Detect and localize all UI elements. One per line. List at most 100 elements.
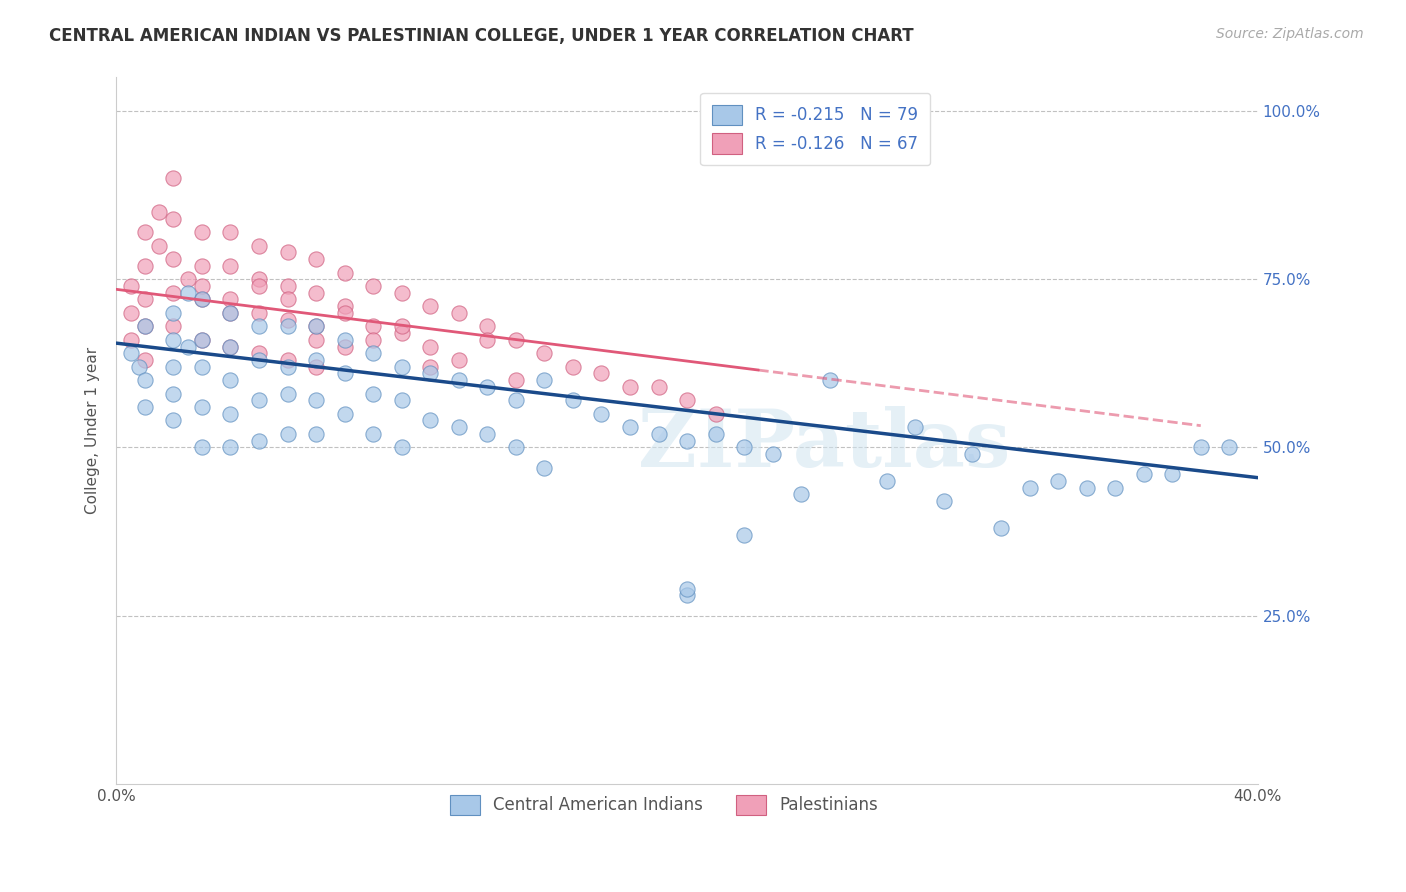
Point xyxy=(162,333,184,347)
Point xyxy=(391,319,413,334)
Point xyxy=(247,393,270,408)
Point xyxy=(120,333,142,347)
Point xyxy=(134,293,156,307)
Point xyxy=(191,333,214,347)
Point xyxy=(533,460,555,475)
Point xyxy=(477,319,499,334)
Point xyxy=(591,407,613,421)
Point xyxy=(120,346,142,360)
Point xyxy=(733,528,755,542)
Point xyxy=(1047,474,1070,488)
Point xyxy=(1218,441,1240,455)
Point xyxy=(505,393,527,408)
Point xyxy=(647,426,669,441)
Point xyxy=(305,353,328,368)
Point xyxy=(162,359,184,374)
Y-axis label: College, Under 1 year: College, Under 1 year xyxy=(86,347,100,514)
Point xyxy=(162,319,184,334)
Point xyxy=(704,407,727,421)
Point xyxy=(1018,481,1040,495)
Point xyxy=(162,413,184,427)
Point xyxy=(676,434,699,448)
Point xyxy=(505,333,527,347)
Point xyxy=(333,333,356,347)
Legend: Central American Indians, Palestinians: Central American Indians, Palestinians xyxy=(440,784,889,825)
Point xyxy=(361,346,384,360)
Point xyxy=(191,359,214,374)
Point xyxy=(191,400,214,414)
Point xyxy=(191,293,214,307)
Point xyxy=(333,266,356,280)
Point xyxy=(176,285,198,300)
Point xyxy=(276,293,298,307)
Point xyxy=(148,205,170,219)
Point xyxy=(762,447,785,461)
Point xyxy=(447,373,470,387)
Point xyxy=(419,359,441,374)
Point xyxy=(162,285,184,300)
Point xyxy=(162,386,184,401)
Point xyxy=(477,426,499,441)
Point xyxy=(561,393,583,408)
Point xyxy=(419,299,441,313)
Point xyxy=(247,306,270,320)
Point xyxy=(333,407,356,421)
Point xyxy=(305,252,328,266)
Point xyxy=(505,373,527,387)
Point xyxy=(790,487,813,501)
Text: Source: ZipAtlas.com: Source: ZipAtlas.com xyxy=(1216,27,1364,41)
Point xyxy=(904,420,927,434)
Point xyxy=(162,252,184,266)
Point xyxy=(191,225,214,239)
Point xyxy=(247,319,270,334)
Point xyxy=(676,582,699,596)
Point xyxy=(619,420,641,434)
Point xyxy=(191,279,214,293)
Point xyxy=(305,285,328,300)
Point xyxy=(219,293,242,307)
Point xyxy=(533,373,555,387)
Point xyxy=(219,259,242,273)
Point xyxy=(134,353,156,368)
Point xyxy=(361,386,384,401)
Point xyxy=(162,211,184,226)
Point xyxy=(333,367,356,381)
Point xyxy=(191,333,214,347)
Point xyxy=(1161,467,1184,482)
Point xyxy=(391,393,413,408)
Point xyxy=(305,359,328,374)
Point xyxy=(219,407,242,421)
Point xyxy=(305,393,328,408)
Point xyxy=(276,353,298,368)
Point xyxy=(305,319,328,334)
Point xyxy=(447,353,470,368)
Point xyxy=(391,326,413,340)
Point xyxy=(148,238,170,252)
Point xyxy=(676,393,699,408)
Point xyxy=(361,279,384,293)
Point xyxy=(990,521,1012,535)
Point xyxy=(176,339,198,353)
Point xyxy=(247,353,270,368)
Point xyxy=(676,588,699,602)
Point xyxy=(247,238,270,252)
Point xyxy=(176,272,198,286)
Point xyxy=(505,441,527,455)
Point xyxy=(704,426,727,441)
Point xyxy=(361,333,384,347)
Point xyxy=(128,359,150,374)
Point xyxy=(276,279,298,293)
Point xyxy=(447,420,470,434)
Point xyxy=(419,367,441,381)
Point xyxy=(333,339,356,353)
Point xyxy=(247,434,270,448)
Point xyxy=(305,319,328,334)
Point xyxy=(276,319,298,334)
Point xyxy=(162,171,184,186)
Point xyxy=(276,312,298,326)
Point xyxy=(191,293,214,307)
Point xyxy=(134,259,156,273)
Point xyxy=(219,225,242,239)
Point xyxy=(276,386,298,401)
Point xyxy=(134,225,156,239)
